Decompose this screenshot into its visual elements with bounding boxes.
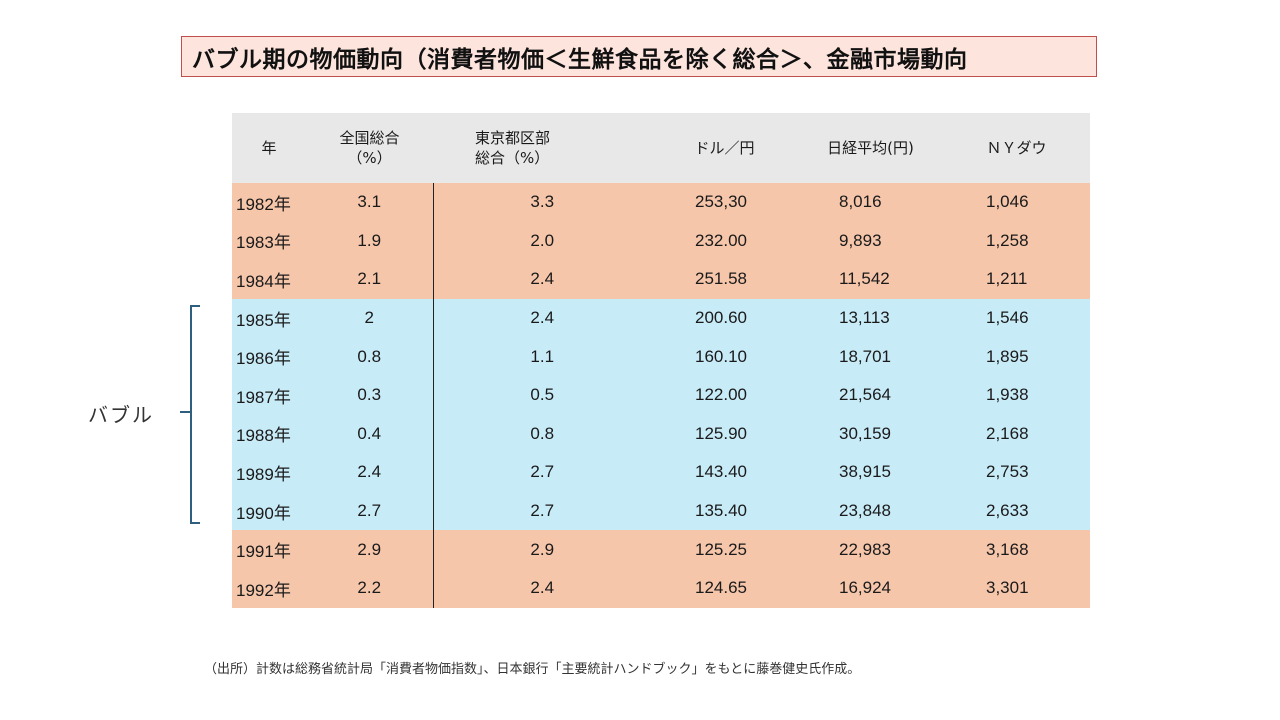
cell-year: 1986年 <box>232 337 306 376</box>
cell-year: 1985年 <box>232 298 306 338</box>
cell-usd-jpy: 125.25 <box>651 530 798 569</box>
cell-national: 2.7 <box>306 491 433 531</box>
cell-usd-jpy: 251.58 <box>651 260 798 299</box>
cell-national: 2 <box>306 298 433 338</box>
bubble-bracket-icon <box>190 305 200 524</box>
header-nikkei: 日経平均(円) <box>798 113 943 183</box>
cell-year: 1991年 <box>232 530 306 569</box>
cell-nikkei: 21,564 <box>798 375 943 415</box>
bubble-bracket-tick <box>180 411 191 413</box>
cell-nikkei: 11,542 <box>798 260 943 299</box>
cell-usd-jpy: 200.60 <box>651 298 798 338</box>
cell-year: 1983年 <box>232 221 306 261</box>
cell-usd-jpy: 232.00 <box>651 221 798 261</box>
table-row: 1990年 2.7 2.7 135.40 23,848 2,633 <box>232 491 1090 531</box>
cell-ny-dow: 2,168 <box>943 414 1090 454</box>
header-year: 年 <box>232 113 306 183</box>
table-row: 1986年 0.8 1.1 160.10 18,701 1,895 <box>232 337 1090 376</box>
cell-usd-jpy: 124.65 <box>651 568 798 608</box>
cell-year: 1992年 <box>232 568 306 608</box>
cell-ny-dow: 3,301 <box>943 568 1090 608</box>
cell-tokyo: 2.7 <box>432 453 651 492</box>
cell-ny-dow: 3,168 <box>943 530 1090 569</box>
header-tokyo-cpi: 東京都区部 総合（%） <box>433 113 651 183</box>
price-market-table: 年 全国総合 （%） 東京都区部 総合（%） ドル／円 日経平均(円) ＮＹダウ… <box>232 113 1091 608</box>
header-national-cpi: 全国総合 （%） <box>306 113 433 183</box>
cell-national: 0.3 <box>306 375 433 415</box>
cell-tokyo: 2.4 <box>432 260 651 299</box>
bubble-label: バブル <box>88 403 154 427</box>
cell-nikkei: 18,701 <box>798 337 943 376</box>
cell-nikkei: 22,983 <box>798 530 943 569</box>
title-box: バブル期の物価動向（消費者物価＜生鮮食品を除く総合＞、金融市場動向 <box>181 36 1097 77</box>
cell-ny-dow: 1,211 <box>943 260 1090 299</box>
cell-usd-jpy: 135.40 <box>651 491 798 531</box>
cell-nikkei: 38,915 <box>798 453 943 492</box>
cell-ny-dow: 1,895 <box>943 337 1090 376</box>
cell-tokyo: 1.1 <box>432 337 651 376</box>
header-usd-jpy: ドル／円 <box>651 113 798 183</box>
cell-tokyo: 2.9 <box>432 530 651 569</box>
cell-year: 1990年 <box>232 491 306 531</box>
cell-ny-dow: 2,633 <box>943 491 1090 531</box>
cell-national: 2.2 <box>306 568 433 608</box>
table-row: 1988年 0.4 0.8 125.90 30,159 2,168 <box>232 414 1090 454</box>
cell-nikkei: 16,924 <box>798 568 943 608</box>
cell-year: 1989年 <box>232 453 306 492</box>
cell-national: 2.1 <box>306 260 433 299</box>
cell-ny-dow: 1,938 <box>943 375 1090 415</box>
cell-national: 2.9 <box>306 530 433 569</box>
cell-national: 2.4 <box>306 453 433 492</box>
table-row: 1982年 3.1 3.3 253,30 8,016 1,046 <box>232 183 1090 222</box>
cell-tokyo: 0.5 <box>432 375 651 415</box>
cell-nikkei: 13,113 <box>798 298 943 338</box>
cell-tokyo: 0.8 <box>432 414 651 454</box>
data-table-container: 年 全国総合 （%） 東京都区部 総合（%） ドル／円 日経平均(円) ＮＹダウ… <box>232 113 1090 608</box>
table-row: 1983年 1.9 2.0 232.00 9,893 1,258 <box>232 221 1090 261</box>
cell-usd-jpy: 160.10 <box>651 337 798 376</box>
cell-tokyo: 2.0 <box>432 221 651 261</box>
cell-nikkei: 9,893 <box>798 221 943 261</box>
cell-tokyo: 2.4 <box>432 568 651 608</box>
cell-tokyo: 2.4 <box>432 298 651 338</box>
cell-usd-jpy: 143.40 <box>651 453 798 492</box>
cell-year: 1988年 <box>232 414 306 454</box>
cell-usd-jpy: 125.90 <box>651 414 798 454</box>
source-footnote: （出所）計数は総務省統計局「消費者物価指数」、日本銀行「主要統計ハンドブック」を… <box>204 662 861 677</box>
table-row: 1989年 2.4 2.7 143.40 38,915 2,753 <box>232 453 1090 492</box>
table-row: 1992年 2.2 2.4 124.65 16,924 3,301 <box>232 568 1090 608</box>
cell-usd-jpy: 253,30 <box>651 183 798 222</box>
header-ny-dow: ＮＹダウ <box>943 113 1090 183</box>
cell-usd-jpy: 122.00 <box>651 375 798 415</box>
cell-year: 1987年 <box>232 375 306 415</box>
cell-ny-dow: 1,546 <box>943 298 1090 338</box>
cell-nikkei: 8,016 <box>798 183 943 222</box>
cell-nikkei: 30,159 <box>798 414 943 454</box>
cell-ny-dow: 1,258 <box>943 221 1090 261</box>
cell-year: 1982年 <box>232 183 306 222</box>
page-title: バブル期の物価動向（消費者物価＜生鮮食品を除く総合＞、金融市場動向 <box>192 46 968 73</box>
table-row: 1991年 2.9 2.9 125.25 22,983 3,168 <box>232 530 1090 569</box>
cell-national: 0.8 <box>306 337 433 376</box>
table-row: 1987年 0.3 0.5 122.00 21,564 1,938 <box>232 375 1090 415</box>
cell-nikkei: 23,848 <box>798 491 943 531</box>
cell-national: 1.9 <box>306 221 433 261</box>
cell-ny-dow: 2,753 <box>943 453 1090 492</box>
cell-national: 0.4 <box>306 414 433 454</box>
cell-ny-dow: 1,046 <box>943 183 1090 222</box>
cell-tokyo: 2.7 <box>432 491 651 531</box>
table-row: 1984年 2.1 2.4 251.58 11,542 1,211 <box>232 260 1090 299</box>
cell-tokyo: 3.3 <box>432 183 651 222</box>
table-header-row: 年 全国総合 （%） 東京都区部 総合（%） ドル／円 日経平均(円) ＮＹダウ <box>232 113 1090 183</box>
cell-year: 1984年 <box>232 260 306 299</box>
cell-national: 3.1 <box>306 183 433 222</box>
table-row: 1985年 2 2.4 200.60 13,113 1,546 <box>232 298 1090 338</box>
